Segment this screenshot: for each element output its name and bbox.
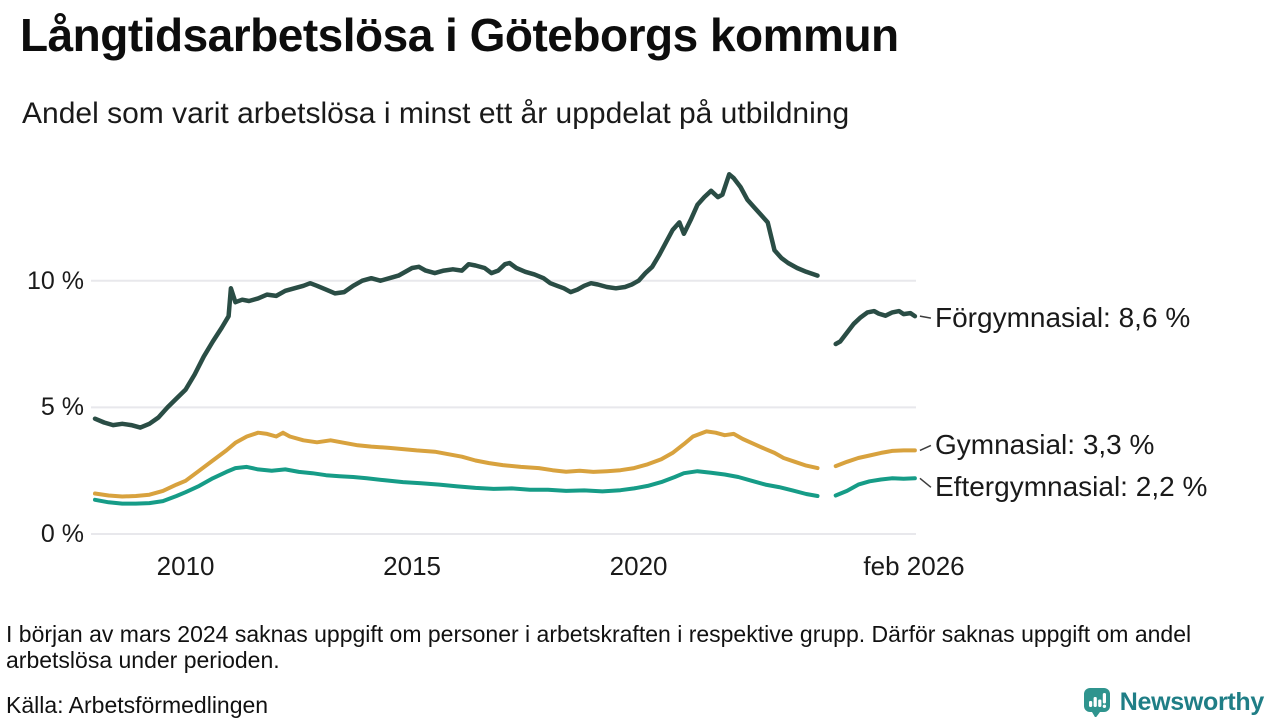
page-title: Långtidsarbetslösa i Göteborgs kommun	[20, 9, 899, 61]
series-line-förgymnasial	[92, 172, 820, 430]
y-axis-tick-label: 0 %	[40, 520, 84, 548]
series-line-gymnasial	[93, 429, 820, 499]
x-axis-tick-label: 2010	[156, 551, 215, 581]
x-axis-tick-label: feb 2026	[863, 551, 965, 581]
series-label-eftergymnasial: Eftergymnasial: 2,2 %	[935, 471, 1208, 503]
series-line-förgymnasial	[833, 308, 918, 347]
label-connector	[919, 444, 932, 452]
logo-wordmark: Newsworthy	[1119, 687, 1265, 716]
label-connector	[919, 477, 932, 488]
bar-chart-speech-bubble-icon	[1083, 688, 1110, 717]
y-axis-tick-label: 10 %	[27, 266, 84, 295]
newsworthy-logo: Newsworthy	[1083, 687, 1264, 717]
series-label-förgymnasial: Förgymnasial: 8,6 %	[935, 302, 1191, 334]
series-line-eftergymnasial	[93, 464, 820, 506]
label-connector	[919, 315, 932, 319]
footnote-text: I början av mars 2024 saknas uppgift om …	[6, 621, 1192, 673]
x-axis-tick-label: 2015	[383, 551, 442, 581]
source-text: Källa: Arbetsförmedlingen	[6, 692, 269, 718]
y-axis-tick-label: 5 %	[40, 393, 84, 422]
page-subtitle: Andel som varit arbetslösa i minst ett å…	[22, 97, 850, 130]
series-label-gymnasial: Gymnasial: 3,3 %	[935, 429, 1155, 461]
series-line-eftergymnasial	[833, 476, 917, 498]
x-axis-tick-label: 2020	[609, 551, 668, 581]
series-line-gymnasial	[833, 448, 917, 469]
